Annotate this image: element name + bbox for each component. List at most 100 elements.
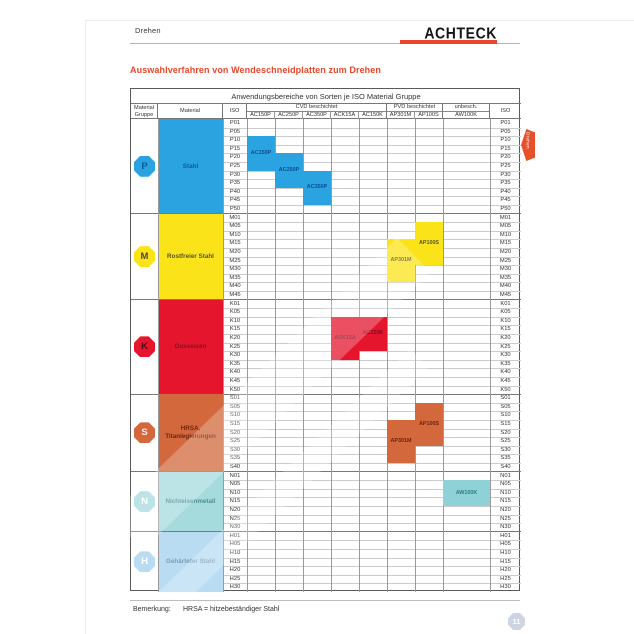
iso-cell-right: K15 bbox=[500, 326, 511, 333]
iso-cell-left: N20 bbox=[229, 507, 241, 513]
header-grade-ack15a: ACK15A bbox=[331, 111, 359, 119]
iso-cell-left: H01 bbox=[229, 532, 241, 539]
iso-cell-right: H20 bbox=[500, 567, 511, 574]
row-line bbox=[223, 583, 521, 585]
iso-cell-left: K10 bbox=[229, 317, 241, 324]
header-iso-left: ISO bbox=[223, 104, 247, 119]
iso-cell-left: K50 bbox=[229, 386, 241, 393]
material-group-icon-m: M bbox=[134, 246, 155, 268]
grade-block-label: AC350P bbox=[306, 184, 328, 191]
header-grade-aw100k: AW100K bbox=[443, 111, 490, 119]
section-title: Auswahlverfahren von Wendeschneidplatten… bbox=[130, 65, 381, 75]
material-cell-label: Gehärteter Stahl bbox=[166, 558, 215, 566]
material-cell-m: Rostfreier Stahl bbox=[158, 213, 223, 300]
iso-cell-right: H10 bbox=[500, 550, 511, 556]
iso-cell-right: K40 bbox=[500, 369, 511, 376]
row-line bbox=[223, 282, 521, 284]
row-line bbox=[223, 540, 521, 542]
header-grade-ac150k: AC150K bbox=[359, 111, 387, 119]
row-line bbox=[223, 411, 521, 413]
row-line bbox=[223, 153, 521, 155]
iso-cell-left: S30 bbox=[229, 446, 241, 453]
grade-block-aw100k: AW100K bbox=[443, 480, 490, 506]
row-line bbox=[223, 506, 521, 507]
iso-cell-right: M10 bbox=[499, 231, 512, 238]
header-grade-ac150p: AC150P bbox=[247, 111, 275, 119]
iso-cell-left: M01 bbox=[229, 214, 241, 221]
row-line bbox=[223, 454, 521, 456]
row-line bbox=[223, 170, 521, 172]
row-line bbox=[223, 402, 521, 404]
iso-cell-right: M30 bbox=[499, 266, 512, 273]
row-line bbox=[223, 144, 521, 146]
material-cell-n: Nichteisenmetall bbox=[158, 471, 223, 532]
row-line bbox=[223, 273, 521, 275]
iso-cell-left: S01 bbox=[229, 395, 241, 402]
row-line bbox=[223, 136, 521, 138]
group-separator bbox=[131, 299, 521, 301]
table-body: P Stahl P01 P01 P05 P05 P10 P10 P15 P15 P20 P20 P25 P… bbox=[131, 119, 521, 592]
column-line bbox=[387, 119, 388, 592]
material-cell-label: Gusseisen bbox=[174, 343, 207, 351]
table-header: Material Gruppe Material ISO CVD beschichte… bbox=[131, 104, 521, 119]
grade-block-label: ACK15A bbox=[334, 334, 356, 341]
iso-cell-left: K05 bbox=[229, 309, 241, 316]
iso-cell-right: P15 bbox=[500, 145, 511, 152]
iso-cell-right: H15 bbox=[500, 558, 511, 565]
iso-cell-right: K35 bbox=[500, 360, 511, 367]
header-material-gruppe: Material Gruppe bbox=[131, 104, 158, 119]
iso-cell-right: N25 bbox=[500, 515, 511, 522]
iso-cell-right: K05 bbox=[500, 309, 511, 316]
material-group-icon-n: N bbox=[134, 491, 155, 513]
iso-cell-left: P35 bbox=[229, 180, 241, 187]
iso-cell-left: P15 bbox=[229, 145, 241, 152]
row-line bbox=[223, 514, 521, 516]
iso-cell-right: H05 bbox=[500, 541, 511, 548]
iso-cell-left: S25 bbox=[229, 438, 241, 445]
iso-cell-right: P40 bbox=[500, 188, 511, 195]
iso-cell-left: N15 bbox=[229, 498, 241, 505]
iso-cell-right: P25 bbox=[500, 163, 511, 169]
iso-cell-right: S15 bbox=[500, 421, 511, 427]
iso-cell-left: H25 bbox=[229, 575, 241, 582]
iso-cell-right: M15 bbox=[499, 240, 512, 247]
material-group-cell-s: S bbox=[131, 394, 158, 471]
iso-cell-right: P01 bbox=[500, 120, 511, 126]
material-cell-label: Nichteisenmetall bbox=[165, 497, 216, 505]
grade-block-ac350p: AC350P bbox=[303, 170, 331, 205]
brand-logo: ACHTECK bbox=[424, 24, 497, 42]
iso-cell-left: M10 bbox=[229, 231, 241, 238]
iso-cell-left: K30 bbox=[229, 352, 241, 359]
iso-cell-right: M25 bbox=[499, 257, 512, 264]
iso-cell-left: N10 bbox=[229, 489, 241, 496]
iso-cell-right: K01 bbox=[500, 300, 511, 307]
grade-block-label: AP301M bbox=[390, 438, 412, 444]
row-line bbox=[223, 196, 521, 198]
iso-cell-right: N05 bbox=[500, 481, 511, 488]
table-title: Anwendungsbereiche von Sorten je ISO Mat… bbox=[131, 89, 521, 104]
row-line bbox=[223, 523, 521, 525]
iso-cell-left: H10 bbox=[229, 550, 241, 556]
column-line bbox=[223, 119, 224, 592]
header-material: Material bbox=[158, 104, 223, 119]
iso-cell-right: P50 bbox=[500, 206, 511, 212]
iso-cell-left: N25 bbox=[229, 515, 241, 522]
iso-cell-left: M45 bbox=[229, 292, 241, 298]
grade-block-ap301m: AP301M bbox=[387, 420, 415, 463]
header-grade-ac350p: AC350P bbox=[303, 111, 331, 119]
header-rule bbox=[130, 43, 520, 44]
column-line bbox=[275, 119, 276, 592]
row-line bbox=[223, 230, 521, 232]
iso-cell-right: K25 bbox=[500, 343, 511, 350]
application-range-table: Anwendungsbereiche von Sorten je ISO Mat… bbox=[130, 88, 521, 592]
group-separator bbox=[131, 393, 521, 395]
header-iso-right: ISO bbox=[500, 108, 511, 114]
material-group-cell-h: H bbox=[131, 532, 158, 592]
iso-cell-right: S20 bbox=[500, 429, 511, 436]
iso-cell-right: P35 bbox=[500, 180, 511, 187]
iso-cell-left: N01 bbox=[229, 472, 241, 479]
header-unbesch: unbesch. bbox=[443, 104, 490, 112]
iso-cell-right: S10 bbox=[500, 412, 511, 419]
material-group-icon-s: S bbox=[134, 422, 155, 444]
